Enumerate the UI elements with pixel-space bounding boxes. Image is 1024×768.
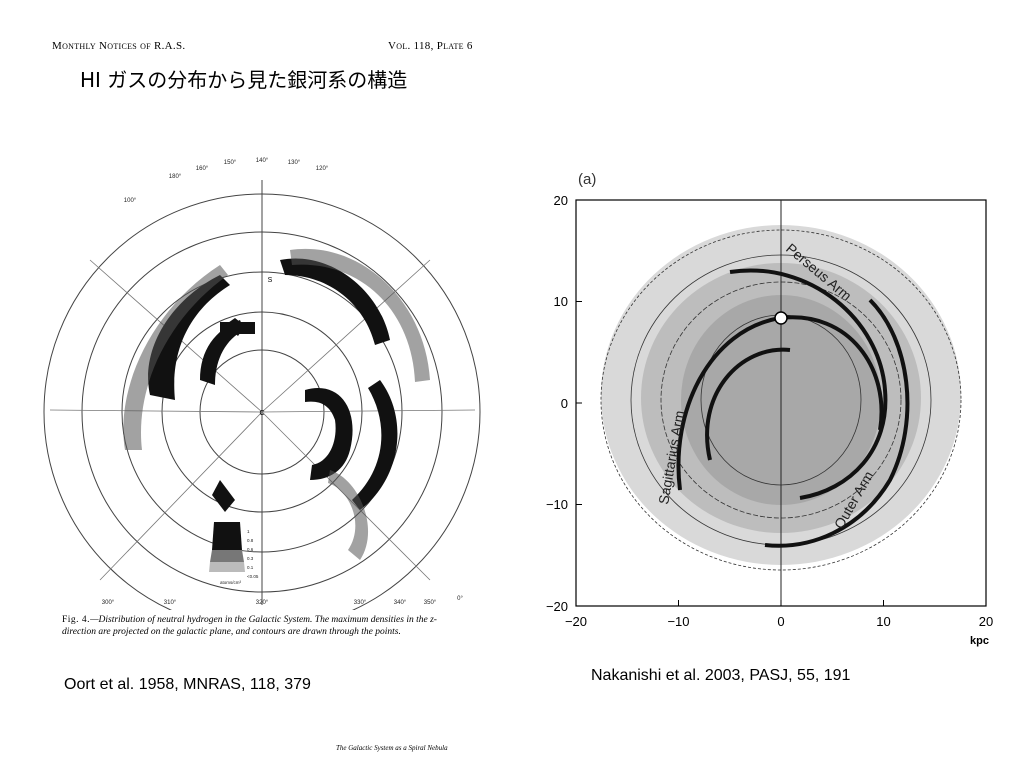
oort-hi-map: C S 160° 150° 140° 130° 120° 180° 100° 3… [43, 158, 481, 610]
nakanishi-hi-map: (a) Perseus Arm Sagittarius Arm Outer Ar… [546, 171, 993, 647]
legend-level: 0.8 [247, 538, 254, 543]
long-label: 130° [288, 160, 301, 166]
sun-marker [774, 311, 788, 325]
long-label: 120° [316, 166, 329, 172]
legend-level: 0.6 [247, 547, 254, 552]
x-tick-label: −20 [565, 614, 587, 629]
legend-level: 0.3 [247, 556, 254, 561]
legend-level: <0.05 [247, 574, 259, 579]
y-tick-label: 0 [561, 396, 568, 411]
slide-title: HI ガスの分布から見た銀河系の構造 [80, 68, 408, 92]
long-label: 350° [424, 600, 437, 606]
long-label: 0° [457, 596, 463, 602]
long-label: 140° [256, 158, 269, 164]
x-tick-label: 20 [979, 614, 993, 629]
y-tick-label: −20 [546, 599, 568, 614]
caption-fig-number: Fig. 4. [62, 615, 91, 625]
legend-level: 0.1 [247, 565, 254, 570]
caption-text: —Distribution of neutral hydrogen in the… [62, 615, 437, 637]
long-label: 330° [354, 600, 367, 606]
density-legend: 1 0.8 0.6 0.3 0.1 <0.05 atoms/cm³ [209, 522, 259, 585]
long-label: 300° [102, 600, 115, 606]
long-label: 160° [196, 166, 209, 172]
citation-oort: Oort et al. 1958, MNRAS, 118, 379 [64, 676, 311, 693]
long-label: 310° [164, 600, 177, 606]
long-label: 320° [256, 600, 269, 606]
long-label: 150° [224, 160, 237, 166]
journal-name: Monthly Notices of R.A.S. [52, 40, 186, 52]
hi-disk [600, 200, 962, 606]
x-unit-label: kpc [970, 635, 989, 647]
legend-level: 1 [247, 529, 250, 534]
x-tick-label: −10 [667, 614, 689, 629]
x-tick-label: 10 [876, 614, 890, 629]
y-tick-label: −10 [546, 497, 568, 512]
sun-label: S [268, 277, 273, 284]
long-label: 180° [169, 174, 182, 180]
legend-unit: atoms/cm³ [220, 580, 242, 585]
journal-volume: Vol. 118, Plate 6 [388, 40, 473, 52]
y-tick-label: 10 [554, 294, 568, 309]
long-label: 100° [124, 198, 137, 204]
oort-figure-caption: Fig. 4.—Distribution of neutral hydrogen… [62, 614, 466, 638]
long-label: 340° [394, 600, 407, 606]
footer-text: The Galactic System as a Spiral Nebula [336, 744, 448, 752]
citation-nakanishi: Nakanishi et al. 2003, PASJ, 55, 191 [591, 667, 851, 684]
galactic-center-label: C [259, 410, 264, 417]
panel-label: (a) [578, 171, 596, 188]
y-tick-label: 20 [554, 193, 568, 208]
x-tick-label: 0 [777, 614, 784, 629]
